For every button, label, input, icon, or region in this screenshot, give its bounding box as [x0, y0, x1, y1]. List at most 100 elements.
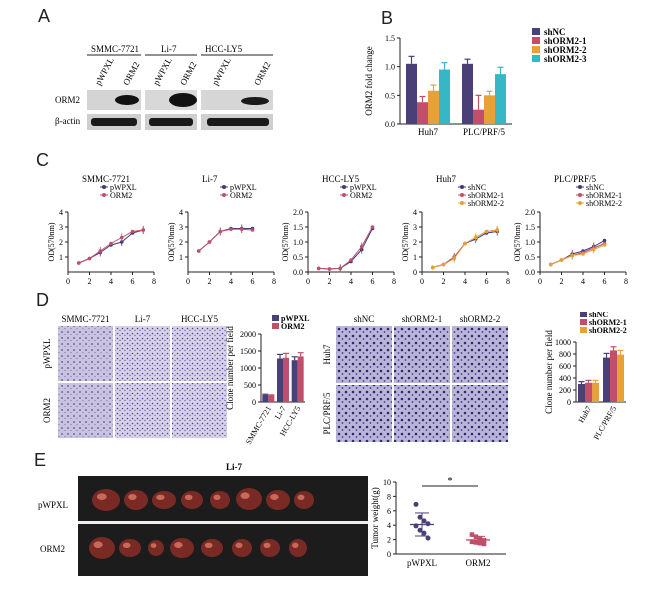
- x-tick-label: 4: [349, 277, 353, 286]
- tumor-highlight: [93, 541, 103, 548]
- invasion-image: [336, 385, 392, 442]
- legend-marker: [342, 185, 346, 189]
- x-category-label: Huh7: [418, 127, 438, 137]
- lane-label: pWPXL: [151, 56, 174, 87]
- bar: [297, 356, 304, 402]
- image-row-label: Huh7: [322, 344, 332, 364]
- lane-label: pWPXL: [93, 56, 116, 87]
- legend-marker: [578, 193, 582, 197]
- y-tick-label: 1.5: [293, 223, 303, 232]
- y-axis-label: Clone number per field: [544, 330, 554, 414]
- tumor: [289, 539, 307, 557]
- blot-band: [169, 93, 197, 107]
- legend-label: pWPXL: [230, 183, 257, 192]
- y-tick-label: 2.0: [293, 208, 303, 217]
- data-point: [196, 249, 201, 253]
- tumor-row-label: ORM2: [40, 544, 65, 554]
- panel-label-d: D: [36, 290, 49, 310]
- tumor: [89, 537, 115, 559]
- data-point: [469, 532, 475, 537]
- data-point: [425, 521, 431, 527]
- data-point: [484, 229, 489, 234]
- tumor-highlight: [263, 542, 271, 548]
- y-tick-label: 1: [413, 253, 417, 262]
- invasion-image: [58, 383, 113, 438]
- legend-marker: [102, 193, 106, 197]
- bar: [462, 63, 473, 124]
- x-tick-label: 4: [581, 277, 585, 286]
- y-tick-label: 4: [387, 521, 391, 530]
- x-tick-label: 0: [66, 277, 70, 286]
- series-line: [198, 228, 253, 252]
- tumor: [232, 539, 252, 557]
- y-tick-label: 1.5: [385, 34, 395, 43]
- panel-label-e: E: [34, 450, 47, 470]
- y-axis-label: OD(570nm): [281, 222, 290, 261]
- legend-swatch: [532, 28, 540, 35]
- legend-label: shORM2-2: [468, 199, 504, 208]
- series-line: [432, 229, 498, 268]
- tumor: [294, 491, 314, 509]
- tumor-row-label: pWPXL: [38, 500, 68, 510]
- y-tick-label: 1.0: [385, 63, 395, 72]
- legend-marker: [102, 185, 106, 189]
- y-tick-label: 0: [567, 398, 571, 407]
- panel-a-western-blot: SMMC-7721 Li-7 HCC-LY5 pWPXL ORM2 pWPXL ORM…: [55, 40, 285, 140]
- data-point: [109, 241, 113, 246]
- panel-e: Li-7 pWPXL ORM2 0 2 4 6 8 10 Tumor weight(g) pW…: [36, 460, 648, 584]
- y-tick-label: 2: [387, 536, 391, 545]
- data-point: [559, 258, 564, 262]
- x-category-label: PLC/PRF/5: [463, 127, 506, 137]
- blot-band: [91, 118, 137, 126]
- tumor: [236, 488, 262, 510]
- lane-label: ORM2: [121, 60, 142, 87]
- panel-label-c: C: [36, 150, 49, 170]
- bar: [277, 358, 283, 402]
- blot-group-label: HCC-LY5: [205, 44, 243, 54]
- data-point: [548, 262, 553, 267]
- data-point: [602, 243, 607, 247]
- legend-marker: [222, 185, 226, 189]
- series-line: [432, 231, 498, 268]
- data-point: [463, 241, 467, 246]
- data-point: [473, 540, 479, 545]
- chart-title: PLC/PRF/5: [554, 174, 597, 184]
- legend-marker: [342, 193, 346, 197]
- legend-marker: [578, 201, 582, 205]
- y-tick-label: 1: [179, 253, 183, 262]
- tumor-highlight: [292, 542, 299, 548]
- y-tick-label: 1500: [240, 347, 256, 356]
- data-point: [370, 225, 375, 229]
- image-row-label: ORM2: [42, 398, 52, 423]
- legend-label: ORM2: [281, 322, 305, 331]
- data-point: [477, 536, 483, 542]
- blot-band: [149, 118, 193, 126]
- blot-group-label: Li-7: [161, 44, 177, 54]
- data-point: [425, 535, 431, 541]
- y-tick-label: 0.0: [293, 268, 303, 277]
- data-point: [441, 262, 446, 267]
- y-tick-label: 1000: [555, 338, 571, 347]
- data-point: [130, 229, 135, 234]
- legend-label: shORM2-1: [586, 191, 622, 200]
- y-axis-label: OD(570nm): [47, 222, 56, 261]
- x-tick-label: 8: [272, 277, 276, 286]
- y-tick-label: 600: [559, 362, 571, 371]
- legend-swatch: [580, 319, 587, 325]
- tumor-highlight: [204, 542, 213, 548]
- y-tick-label: 1000: [240, 364, 256, 373]
- legend-swatch: [272, 315, 279, 321]
- data-point: [430, 265, 435, 270]
- bar: [617, 354, 624, 402]
- invasion-image: [452, 385, 508, 442]
- invasion-image: [394, 326, 450, 383]
- tumor: [210, 491, 230, 509]
- x-category-label: ORM2: [465, 558, 490, 568]
- invasion-image: [172, 326, 227, 381]
- invasion-image: [115, 383, 170, 438]
- bar: [610, 350, 617, 402]
- x-tick-label: 2: [560, 277, 564, 286]
